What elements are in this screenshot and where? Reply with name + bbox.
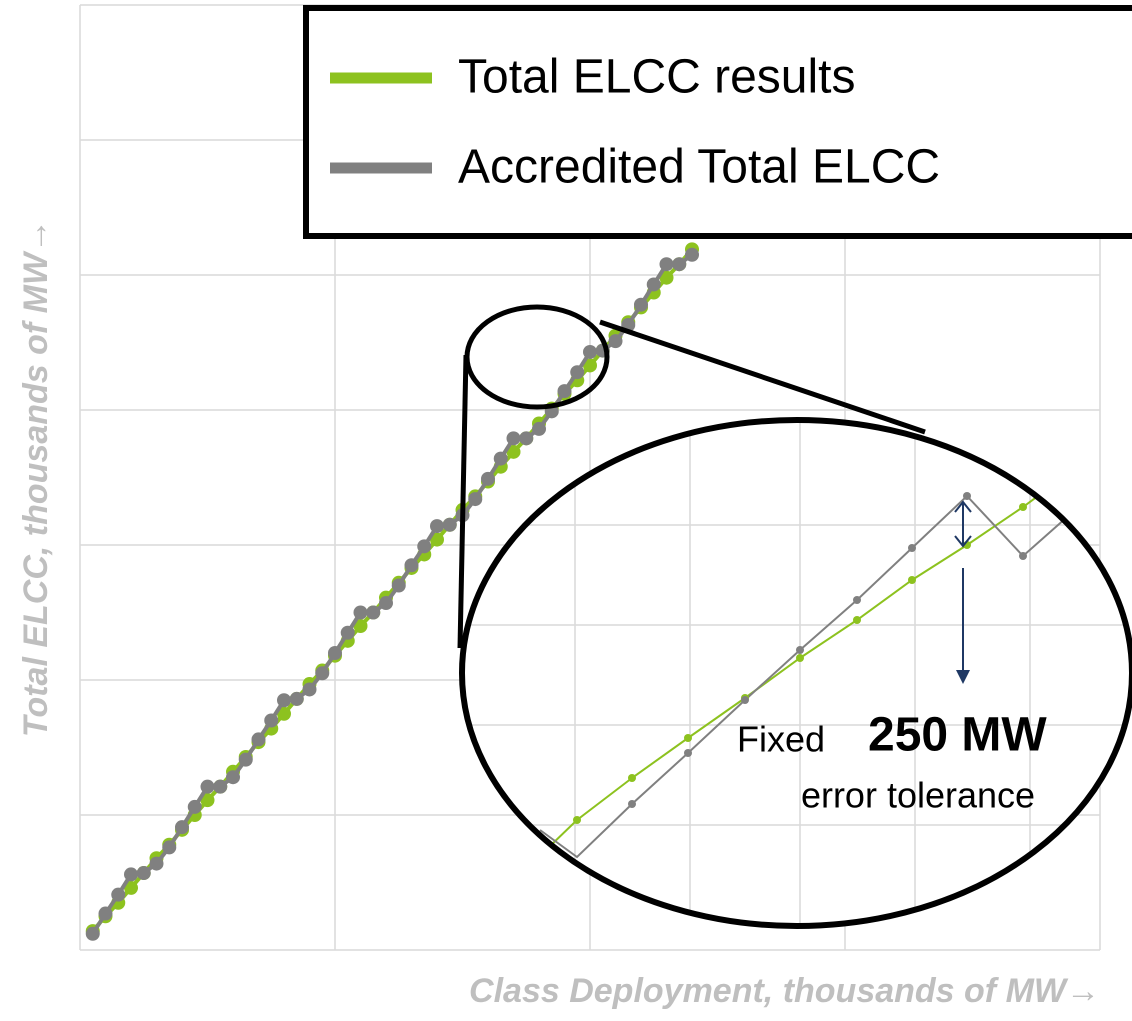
data-point [200, 779, 215, 794]
data-point [646, 277, 661, 292]
data-point [583, 344, 597, 359]
zoom-connector [457, 354, 469, 649]
data-point [430, 532, 444, 547]
data-point [124, 867, 138, 882]
data-point [417, 539, 432, 554]
data-point [175, 820, 189, 835]
data-point [404, 558, 419, 573]
x-axis-label: Class Deployment, thousands of MW→ [469, 972, 1100, 1010]
zoom-connector [599, 319, 926, 435]
data-point [200, 793, 215, 808]
data-point [277, 706, 291, 721]
data-point [302, 682, 317, 697]
data-point [98, 906, 113, 921]
data-point [570, 365, 585, 380]
data-point [340, 625, 355, 640]
data-point [519, 431, 534, 446]
data-point [85, 926, 100, 941]
data-point [353, 605, 368, 620]
data-point [353, 619, 368, 633]
data-point [659, 257, 674, 272]
data-point [124, 880, 138, 895]
legend-items: Total ELCC results Accredited Total ELCC [330, 51, 940, 194]
legend-box [303, 5, 1132, 239]
zoom-content [462, 420, 1132, 926]
zoom-callout: Fixed 250 MW error tolerance [457, 304, 1132, 929]
legend: Total ELCC results Accredited Total ELCC [303, 5, 1132, 239]
zoom-lens-border [459, 417, 1132, 929]
data-point [136, 866, 151, 881]
data-point [379, 596, 393, 611]
data-point [659, 270, 674, 285]
annotation: Fixed [737, 719, 825, 760]
data-point [111, 887, 126, 902]
data-point [672, 257, 687, 272]
data-point [468, 492, 483, 507]
legend-label: Total ELCC results [458, 51, 855, 104]
legend-label: Accredited Total ELCC [458, 141, 940, 194]
data-point [506, 444, 521, 459]
data-point [264, 713, 279, 728]
data-point [149, 856, 164, 871]
data-point [583, 358, 597, 373]
data-point [226, 770, 240, 785]
data-point [685, 247, 699, 262]
annotation-emphasis: 250 MW [868, 709, 1047, 762]
data-point [187, 799, 202, 814]
data-point [251, 732, 266, 747]
data-point [238, 752, 253, 767]
plot [85, 242, 699, 941]
data-point [213, 779, 228, 794]
data-point [608, 334, 623, 349]
data-point [442, 517, 457, 532]
data-point [430, 519, 444, 534]
data-point [162, 840, 177, 855]
data-point [328, 646, 342, 660]
data-point [532, 421, 546, 436]
data-point [315, 666, 330, 681]
data-point [493, 451, 508, 466]
data-point [557, 384, 572, 399]
data-point [289, 691, 304, 706]
data-point [481, 471, 495, 486]
annotation: error tolerance [801, 775, 1035, 816]
data-point [391, 578, 406, 593]
data-point [634, 297, 648, 312]
data-point [506, 431, 521, 446]
data-point [277, 693, 291, 708]
y-axis-label: Total ELCC, thousands of MW→ [17, 219, 55, 737]
data-point [366, 605, 381, 620]
